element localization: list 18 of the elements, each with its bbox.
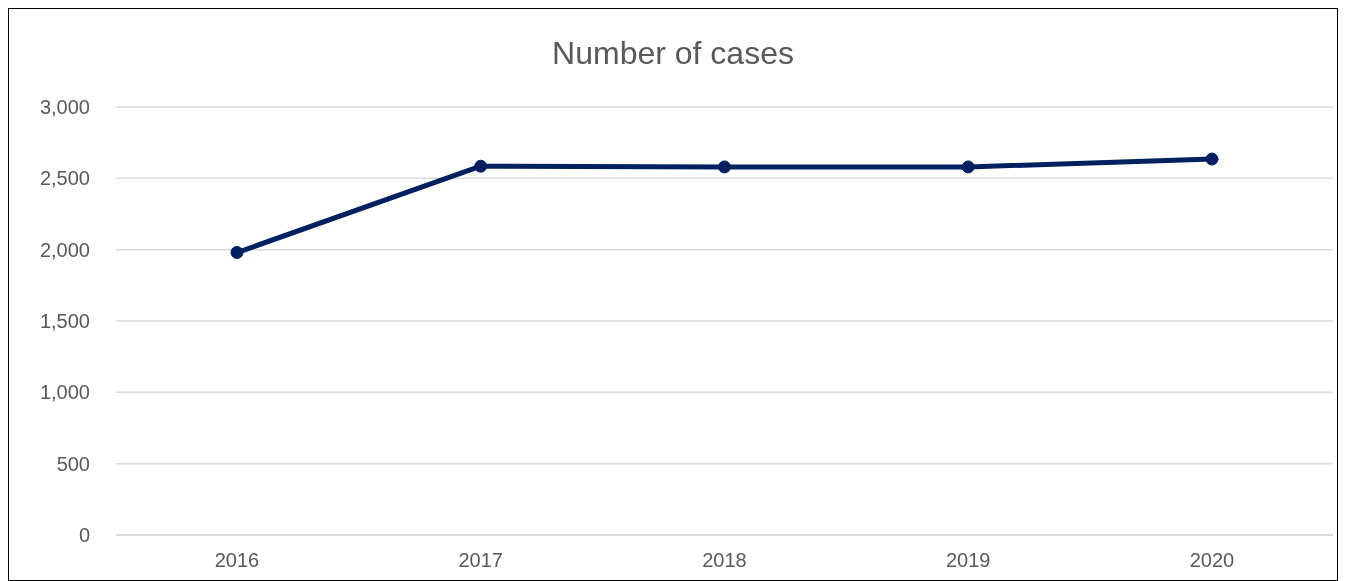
- y-tick-label: 2,500: [39, 167, 90, 190]
- y-tick-label: 0: [78, 524, 90, 547]
- chart-title: Number of cases: [551, 35, 795, 72]
- y-tick-label: 500: [56, 452, 90, 475]
- x-tick-label: 2016: [214, 549, 260, 572]
- y-tick-label: 3,000: [39, 96, 90, 119]
- x-tick-label: 2018: [702, 549, 747, 572]
- point: [474, 159, 488, 173]
- y-tick-label: 2,000: [39, 238, 90, 261]
- point: [230, 246, 244, 260]
- point: [718, 160, 731, 174]
- x-tick-label: 2017: [458, 549, 503, 572]
- y-tick-label: 1,500: [39, 310, 90, 333]
- x-tick-label: 2020: [1189, 549, 1235, 572]
- y-tick-label: 1,000: [39, 381, 90, 404]
- x-tick-label: 2019: [946, 549, 991, 572]
- point: [961, 160, 975, 174]
- point: [1205, 152, 1219, 166]
